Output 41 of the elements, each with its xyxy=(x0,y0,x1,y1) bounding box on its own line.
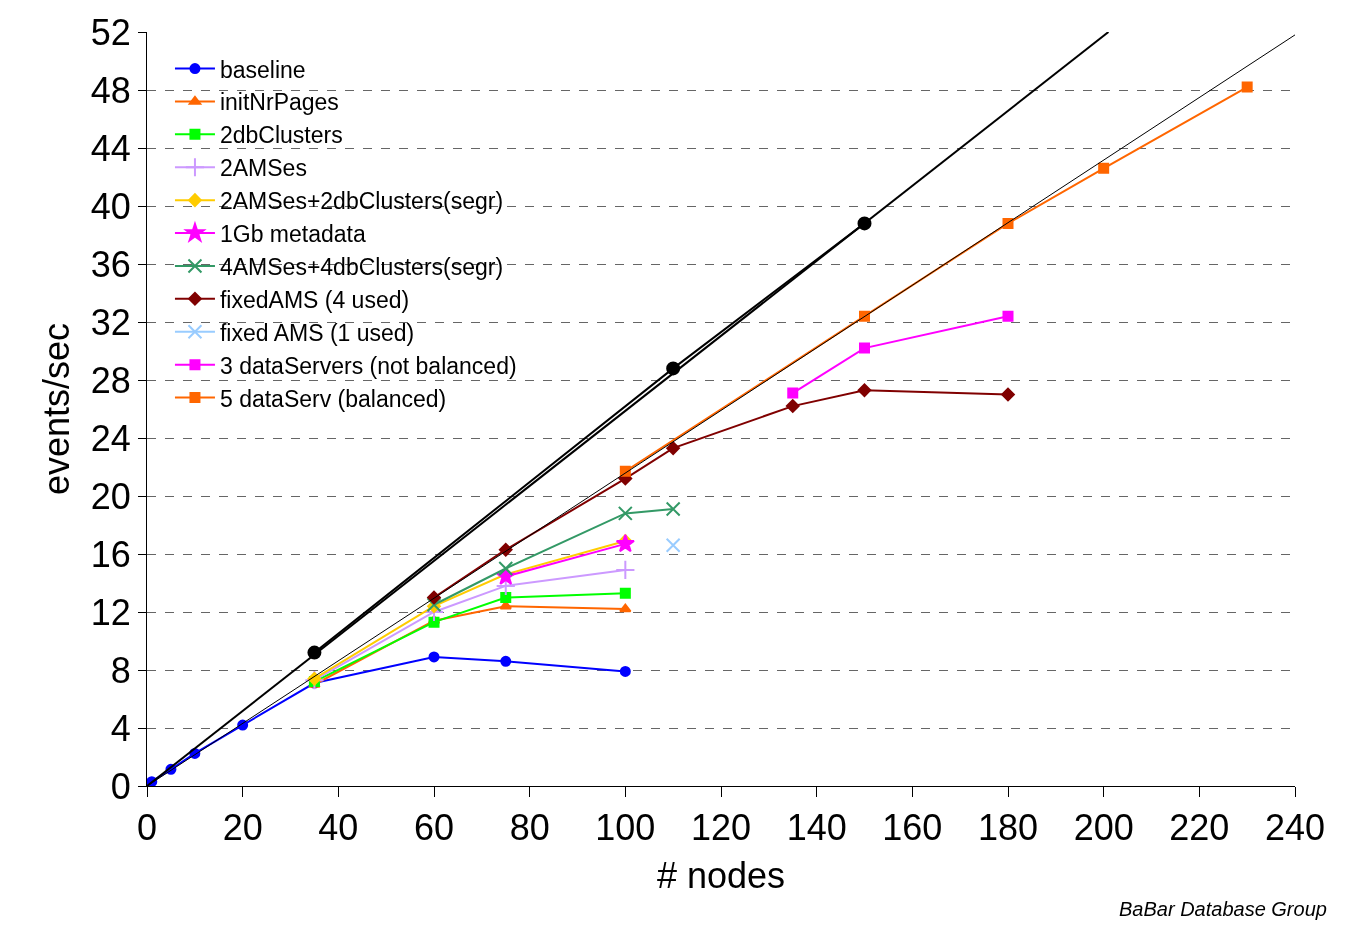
legend-label: baseline xyxy=(219,56,306,83)
text: BaBar Database Group xyxy=(1119,898,1327,920)
legend-label: 2AMSes+2dbClusters(segr) xyxy=(219,188,504,215)
x-tick-label: 120 xyxy=(690,807,752,849)
y-tick-label: 40 xyxy=(90,185,131,227)
legend-label: 2AMSes xyxy=(219,155,307,182)
legend-label: initNrPages xyxy=(219,89,339,116)
y-tick-label: 52 xyxy=(90,11,131,53)
y-tick-label: 8 xyxy=(110,649,131,691)
y-tick-label: 0 xyxy=(110,765,131,807)
legend-label: fixed AMS (1 used) xyxy=(219,319,415,346)
y-axis-title: events/sec xyxy=(35,322,77,496)
x-tick-label: 20 xyxy=(222,807,263,849)
x-tick-label: 200 xyxy=(1073,807,1134,849)
y-tick-label: 48 xyxy=(90,69,131,111)
y-tick-label: 32 xyxy=(90,301,131,343)
x-tick-label: 180 xyxy=(977,807,1039,849)
x-tick-label: 100 xyxy=(595,807,656,849)
y-tick-label: 16 xyxy=(90,533,131,575)
x-tick-label: 80 xyxy=(509,807,550,849)
legend-label: 3 dataServers (not balanced) xyxy=(219,352,517,379)
y-tick-label: 24 xyxy=(90,417,131,459)
legend-label: 1Gb metadata xyxy=(219,221,366,247)
y-tick-label: 20 xyxy=(90,475,131,517)
y-tick-label: 36 xyxy=(90,243,131,285)
x-tick-label: 60 xyxy=(413,807,455,849)
x-tick-label: 140 xyxy=(786,807,847,849)
legend-label: 4AMSes+4dbClusters(segr) xyxy=(219,253,504,280)
x-tick-label: 220 xyxy=(1169,807,1230,849)
x-tick-label: 240 xyxy=(1264,807,1326,849)
y-tick-label: 12 xyxy=(90,591,131,633)
legend-label: 2dbClusters xyxy=(219,122,343,149)
legend-label: fixedAMS (4 used) xyxy=(219,286,410,313)
y-tick-label: 44 xyxy=(90,127,131,169)
x-tick-label: 160 xyxy=(882,807,943,849)
y-tick-label: 4 xyxy=(110,707,131,749)
x-axis-title: # nodes xyxy=(656,854,786,896)
y-tick-label: 28 xyxy=(90,359,131,401)
legend-label: 5 dataServ (balanced) xyxy=(219,385,447,412)
x-tick-label: 40 xyxy=(318,807,359,849)
x-tick-label: 0 xyxy=(136,807,158,849)
